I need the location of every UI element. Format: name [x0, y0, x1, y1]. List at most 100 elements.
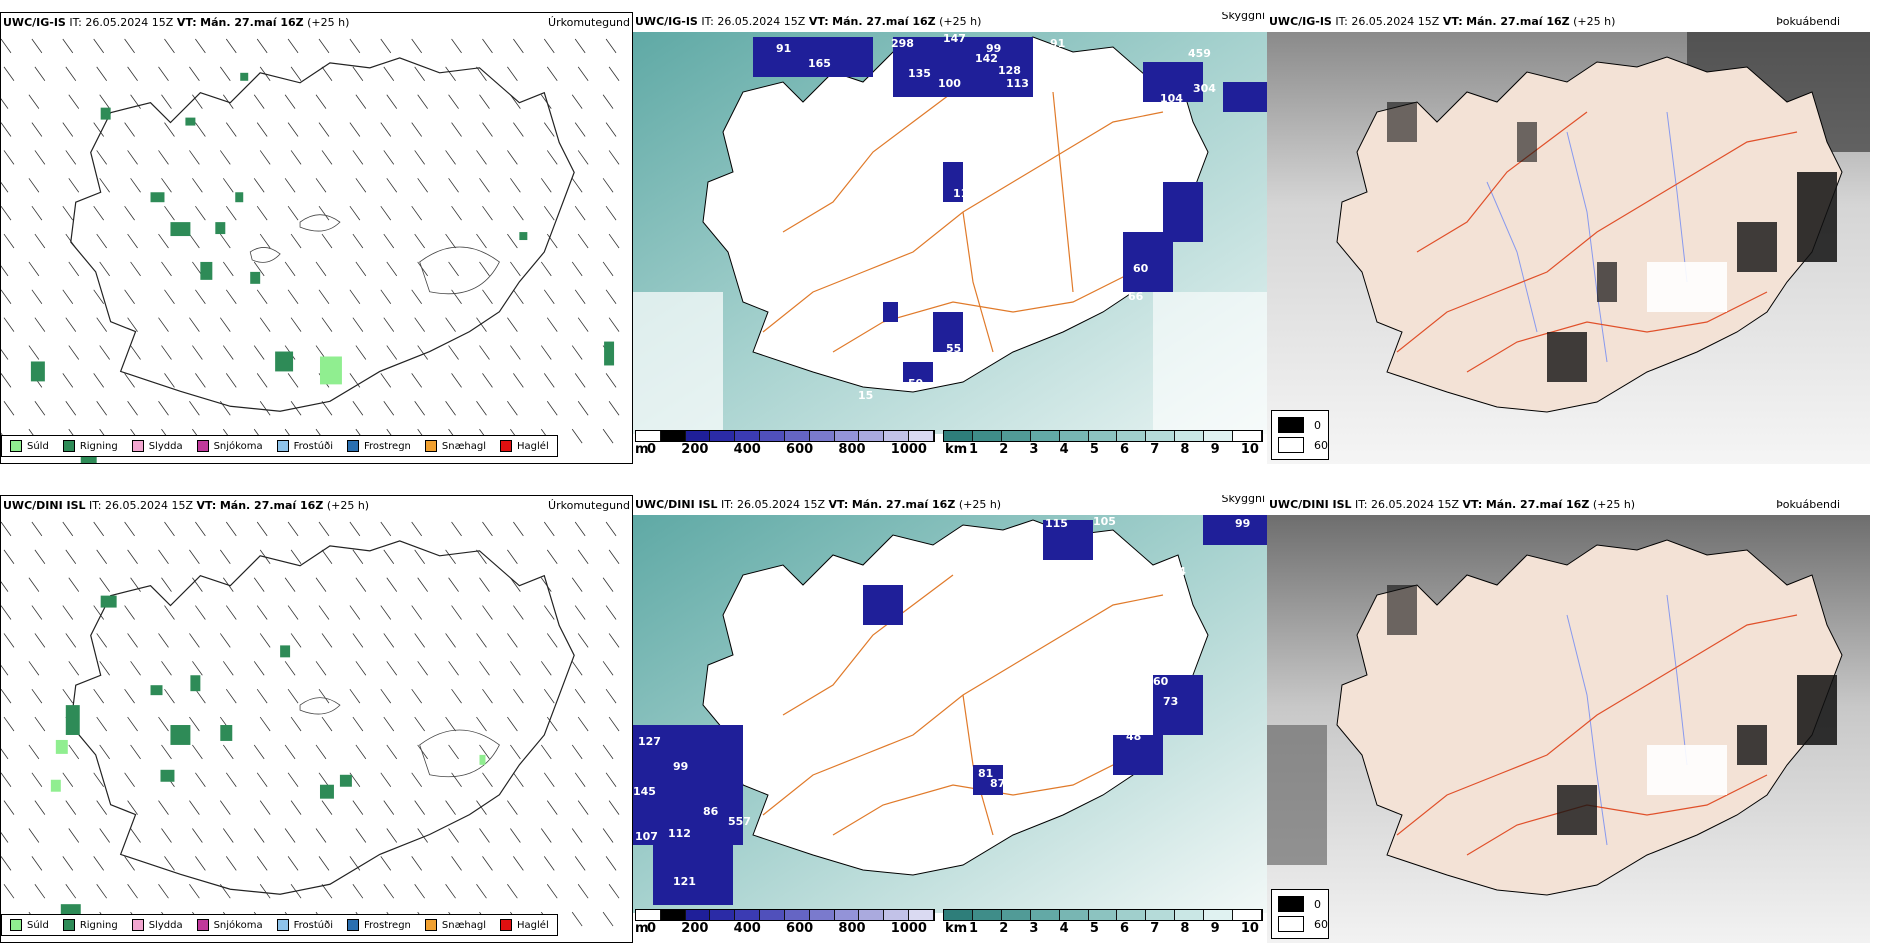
wind-barb — [380, 205, 392, 221]
wind-barb — [608, 549, 620, 565]
wind-barb — [1, 832, 9, 843]
wind-barb — [287, 856, 299, 871]
wind-barb — [352, 233, 364, 249]
iceland-coastline — [70, 540, 575, 895]
wind-barb — [543, 688, 555, 704]
wind-barb — [96, 150, 107, 165]
wind-barb — [290, 66, 302, 82]
wind-barb — [93, 373, 104, 388]
wind-barb — [577, 549, 589, 565]
wind-barb — [219, 800, 231, 815]
wind-barb — [445, 633, 456, 648]
wind-barb — [34, 150, 46, 165]
precip-map[interactable] — [1, 33, 632, 463]
wind-barb — [321, 317, 333, 332]
lead-time: (+25 h) — [307, 16, 350, 29]
wind-barb — [414, 317, 425, 332]
wind-barb — [62, 521, 74, 537]
legend-swatch — [500, 919, 513, 931]
lead-time: (+25 h) — [939, 15, 982, 28]
fog-high-label: 0 — [1314, 897, 1321, 911]
wind-barb — [65, 317, 77, 332]
wind-barb — [1, 122, 12, 137]
iceland-land — [702, 36, 1209, 393]
wind-barb — [96, 716, 107, 732]
cloud-tick: 200 — [681, 442, 709, 457]
wind-barb — [315, 261, 327, 277]
wind-barb — [411, 373, 422, 388]
visibility-map[interactable]: 115 105 157 99 278 189 124 127 99 145 86 557 107… — [633, 515, 1267, 913]
wind-barb — [222, 178, 234, 193]
clear-area — [1647, 745, 1727, 795]
fog-map[interactable] — [1267, 32, 1870, 464]
wind-barb — [1, 205, 12, 221]
wind-barb — [31, 122, 43, 137]
cloud-tick: 1000 — [890, 442, 927, 457]
svg-text:107: 107 — [635, 830, 658, 843]
wind-barb — [219, 66, 231, 82]
wind-barb — [602, 94, 614, 109]
panel-title: Skyggni — [1221, 12, 1265, 22]
svg-text:135: 135 — [908, 67, 931, 80]
wind-barb — [540, 94, 552, 109]
legend-label: Snjókoma — [213, 919, 263, 931]
wind-barb — [124, 521, 135, 537]
init-time: IT: 26.05.2024 15Z — [69, 16, 174, 29]
wind-barb — [546, 716, 558, 732]
wind-barb — [225, 688, 237, 704]
wind-barb — [414, 716, 425, 732]
wind-barb — [380, 605, 392, 620]
legend-swatch — [276, 919, 289, 931]
wind-barb — [574, 38, 586, 54]
wind-barb — [577, 233, 589, 249]
wind-barb — [380, 122, 392, 137]
valid-time: Mán. 27.maí 16Z — [200, 16, 304, 29]
wind-barb — [1, 581, 9, 592]
wind-barb — [380, 373, 392, 388]
wind-barb — [411, 205, 422, 221]
wind-barb — [3, 401, 15, 416]
legend-swatch — [10, 440, 22, 452]
wind-barb — [605, 772, 617, 787]
wind-barb — [476, 716, 487, 732]
panel-header: UWC/IG-IS IT: 26.05.2024 15Z VT: Mán. 27… — [1, 13, 632, 33]
wind-barb — [130, 577, 141, 592]
precip-map[interactable] — [1, 516, 632, 942]
fog-legend: 0 60 — [1271, 889, 1329, 939]
svg-text:147: 147 — [943, 32, 966, 45]
wind-barb — [256, 605, 268, 620]
wind-barb — [448, 178, 459, 193]
wind-barb — [219, 633, 231, 648]
wind-barb — [1, 748, 9, 760]
vis-tick: 5 — [1089, 442, 1099, 457]
wind-barb — [130, 828, 141, 843]
wind-barb — [93, 122, 104, 137]
wind-barb — [476, 549, 487, 565]
wind-barb — [448, 345, 459, 360]
wind-barb — [65, 549, 77, 565]
vis-tick: 10 — [1240, 921, 1259, 936]
fog-map[interactable] — [1267, 515, 1870, 943]
wind-barb — [192, 661, 203, 676]
legend-swatch — [347, 440, 359, 452]
wind-barb — [482, 605, 493, 620]
visibility-map[interactable]: 91 165 298 147 99 91 142 128 135 100 113 98 459 3… — [633, 32, 1267, 434]
wind-barb — [315, 577, 327, 592]
wind-barb — [189, 401, 200, 416]
wind-barb — [451, 856, 462, 871]
fog-map-svg — [1267, 515, 1870, 943]
wind-barb — [383, 884, 395, 899]
wind-barb — [31, 772, 43, 787]
wind-barb — [355, 577, 367, 592]
wind-barb — [3, 633, 15, 648]
wind-barb — [479, 261, 490, 277]
wind-barb — [608, 317, 620, 332]
wind-barb — [31, 521, 43, 537]
wind-barb — [476, 633, 487, 648]
svg-text:278: 278 — [925, 555, 948, 568]
wind-barb — [451, 521, 462, 537]
wind-barb — [28, 345, 40, 360]
svg-text:60: 60 — [1153, 675, 1169, 688]
wind-barb — [31, 205, 43, 221]
wind-barb — [62, 605, 74, 620]
